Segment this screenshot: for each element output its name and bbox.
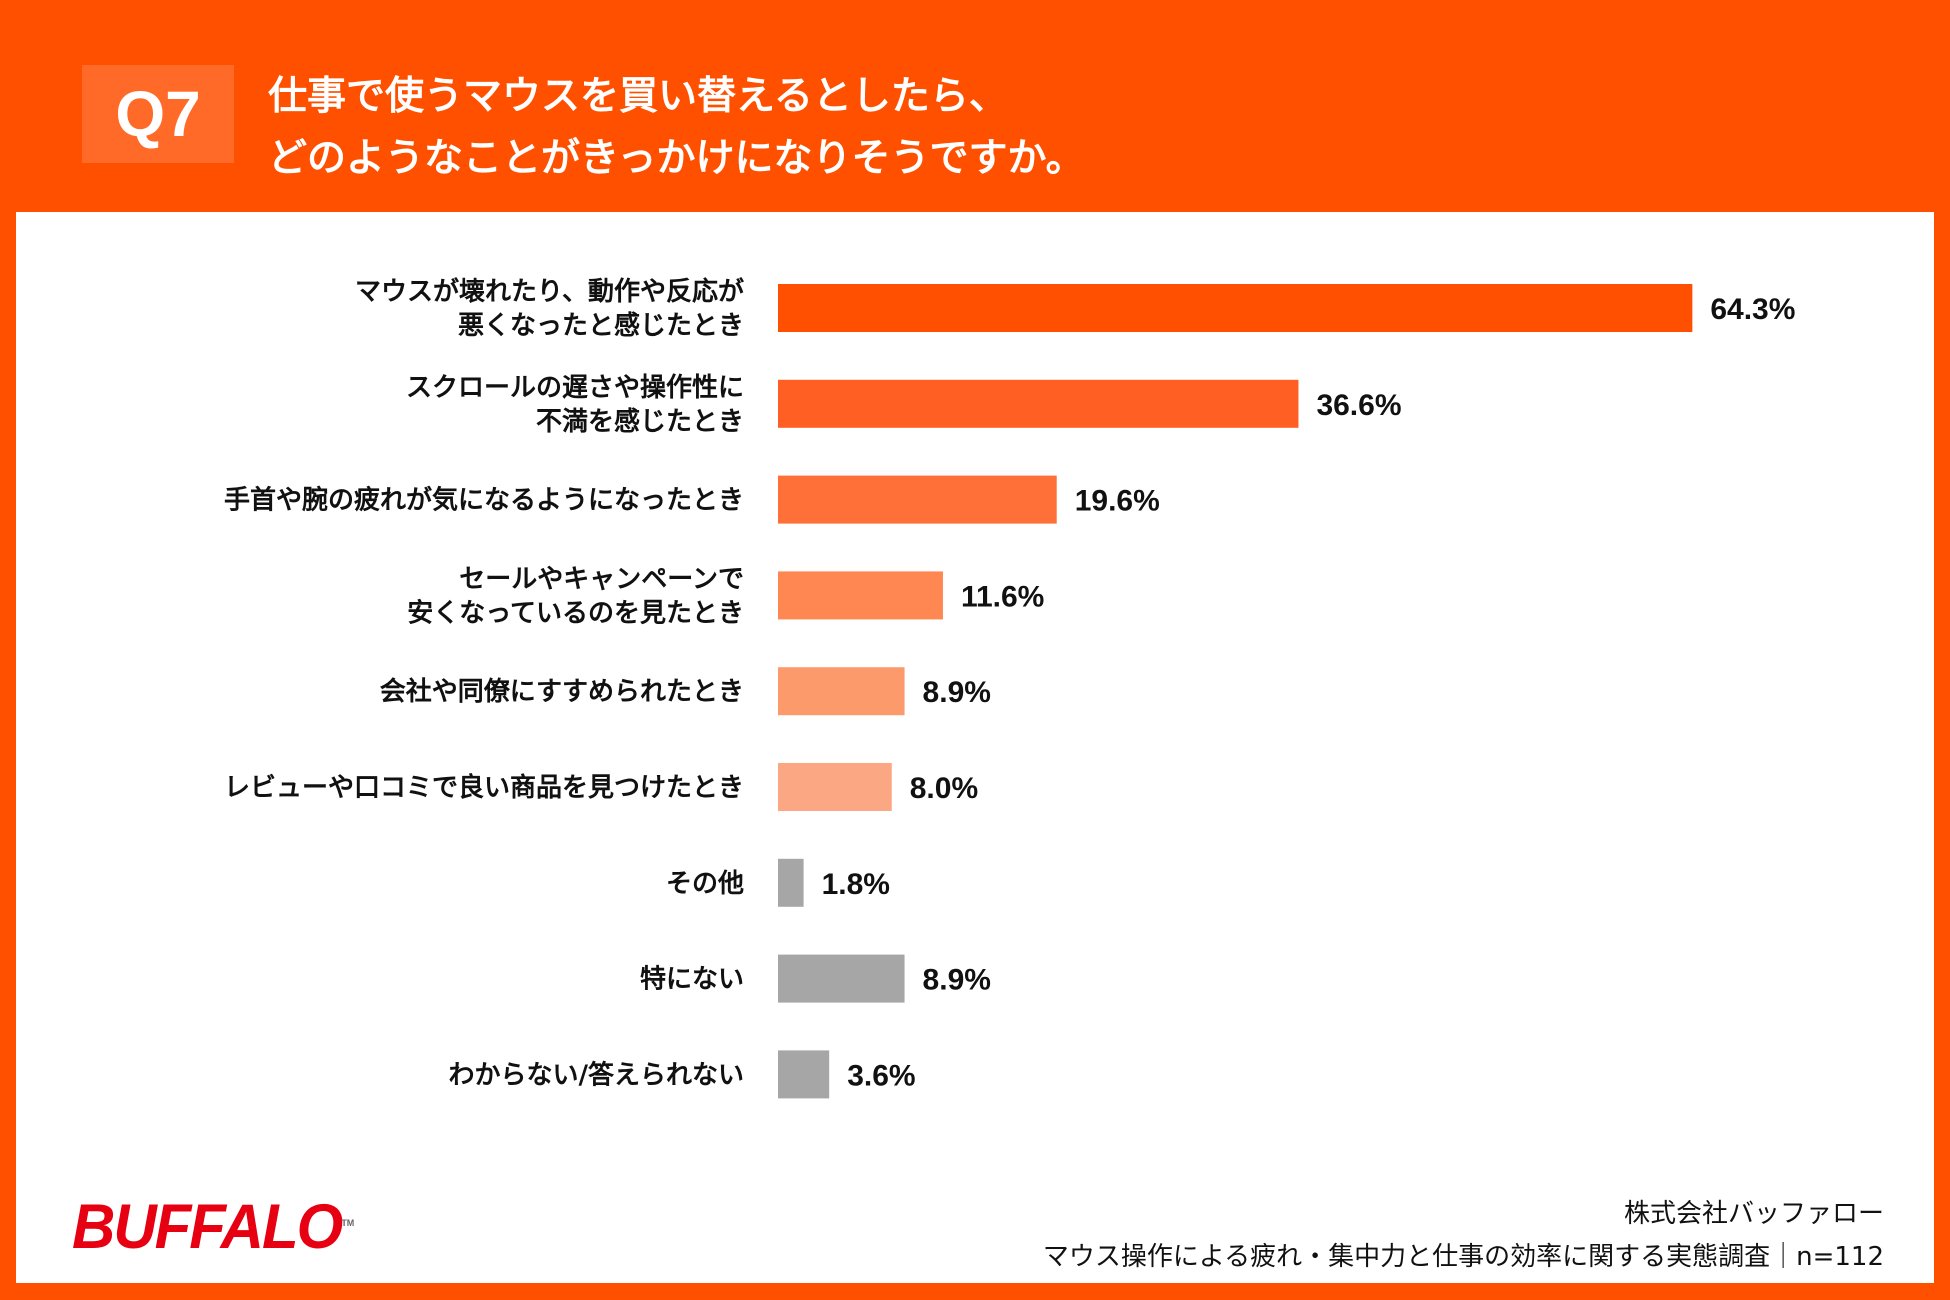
value-label: 8.9% bbox=[923, 964, 991, 997]
value-label: 19.6% bbox=[1075, 485, 1160, 518]
category-label: マウスが壊れたり、動作や反応が bbox=[355, 276, 744, 307]
category-label: 悪くなったと感じたとき bbox=[458, 311, 744, 341]
bar bbox=[778, 475, 1057, 524]
category-label: レビューや口コミで良い商品を見つけたとき bbox=[224, 772, 744, 803]
value-label: 1.8% bbox=[822, 868, 890, 901]
value-label: 64.3% bbox=[1710, 293, 1795, 326]
category-label: 特にない bbox=[640, 964, 744, 995]
title-line: どのようなことがきっかけになりそうですか。 bbox=[268, 136, 1085, 181]
bar bbox=[778, 667, 905, 716]
bar bbox=[778, 1050, 830, 1099]
category-label: わからない/答えられない bbox=[449, 1059, 745, 1090]
question-number-badge: Q7 bbox=[82, 65, 234, 163]
bar bbox=[778, 954, 905, 1003]
category-label: 会社や同僚にすすめられたとき bbox=[380, 676, 744, 707]
bar bbox=[778, 284, 1693, 332]
bar bbox=[778, 763, 892, 811]
category-label: 安くなっているのを見たとき bbox=[407, 598, 744, 628]
category-label: その他 bbox=[666, 869, 744, 899]
value-label: 3.6% bbox=[847, 1059, 915, 1092]
bar bbox=[778, 379, 1299, 428]
value-label: 8.0% bbox=[910, 772, 978, 805]
value-label: 36.6% bbox=[1316, 389, 1401, 422]
buffalo-logo: BUFFALOTM bbox=[72, 1191, 355, 1262]
value-label: 8.9% bbox=[923, 676, 991, 709]
category-label: 不満を感じたとき bbox=[536, 407, 744, 437]
company-name: 株式会社バッファロー bbox=[1623, 1199, 1884, 1229]
question-title: 仕事で使うマウスを買い替えるとしたら、どのようなことがきっかけになりそうですか。 bbox=[268, 66, 1085, 190]
title-line: 仕事で使うマウスを買い替えるとしたら、 bbox=[268, 74, 1008, 119]
value-label: 11.6% bbox=[961, 580, 1044, 613]
category-label: セールやキャンペーンで bbox=[459, 564, 744, 594]
bar bbox=[778, 858, 804, 907]
bar bbox=[778, 571, 943, 620]
category-label: 手首や腕の疲れが気になるようになったとき bbox=[224, 485, 744, 516]
survey-source: マウス操作による疲れ・集中力と仕事の効率に関する実態調査｜n=112 bbox=[1042, 1242, 1884, 1272]
category-label: スクロールの遅さや操作性に bbox=[406, 373, 744, 403]
